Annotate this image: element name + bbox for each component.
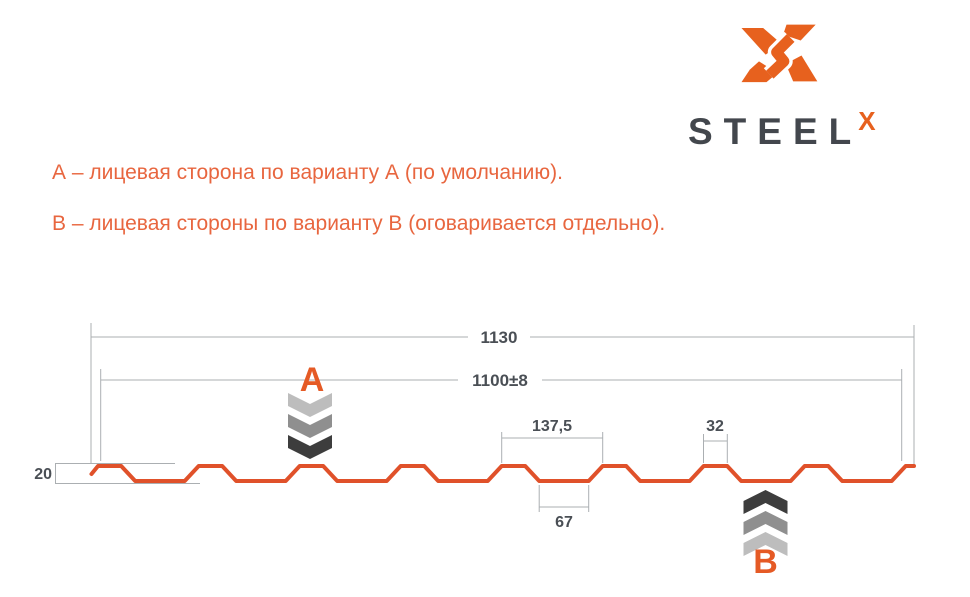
note-variant-a: А – лицевая сторона по варианту А (по ум… <box>52 161 563 184</box>
logo-arm-top-right <box>783 24 816 41</box>
chevron-down-mid <box>288 414 332 438</box>
note-variant-b: В – лицевая стороны по варианту В (огова… <box>52 212 666 235</box>
chevron-down-light <box>288 393 332 417</box>
dim-label-overall-width: 1130 <box>481 328 518 347</box>
chevron-up-mid <box>743 511 788 535</box>
chevron-up-light <box>743 532 788 556</box>
dim-label-pitch: 137,5 <box>532 418 572 435</box>
marker-a-letter: A <box>300 361 325 399</box>
logo-arm-bottom-left <box>741 61 778 83</box>
sheet-profile-outline <box>89 464 916 483</box>
marker-b-chevrons-up-icon <box>743 490 788 556</box>
logo-wordmark-text: STEEL <box>688 111 863 152</box>
logo-wordmark: STEELX <box>688 106 948 150</box>
logo-x-shape <box>741 24 818 83</box>
dim-label-valley: 67 <box>555 514 573 531</box>
marker-a-chevrons-down-icon <box>288 393 332 459</box>
steelx-x-mark-icon <box>741 24 818 83</box>
dim-label-height: 20 <box>34 466 52 483</box>
dim-label-rib-top: 32 <box>706 418 724 435</box>
marker-b-letter: B <box>753 543 778 581</box>
dim-label-working-width: 1100±8 <box>472 371 528 390</box>
chevron-down-dark <box>288 435 332 459</box>
logo-arm-bottom-right <box>785 55 818 82</box>
logo-s-band <box>766 34 795 79</box>
logo-wordmark-sup-x: X <box>858 106 876 136</box>
chevron-up-dark <box>743 490 788 514</box>
steelx-logo: STEELX <box>660 14 960 154</box>
